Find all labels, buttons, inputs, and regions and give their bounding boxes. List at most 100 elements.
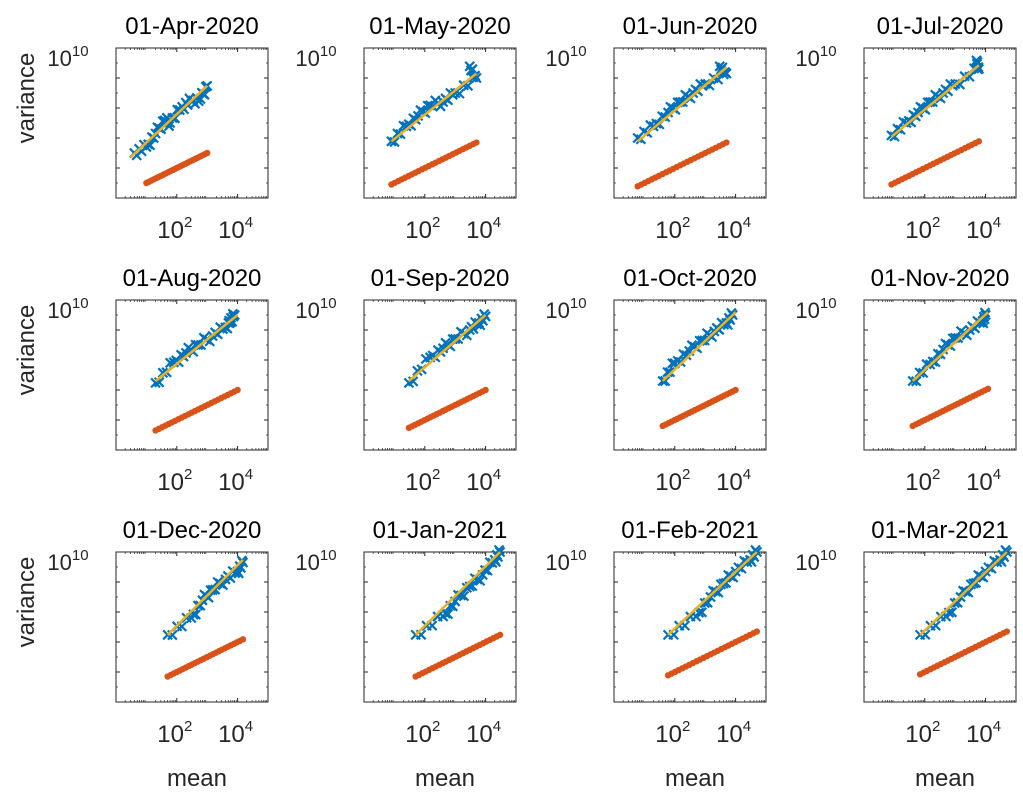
tick-exponent: 2 xyxy=(932,466,940,483)
tick-base: 10 xyxy=(545,46,569,71)
tick-base: 10 xyxy=(905,469,932,496)
observed-point xyxy=(432,611,443,622)
observed-point xyxy=(389,136,400,148)
y-axis-label: variance xyxy=(13,53,40,144)
tick-exponent: 4 xyxy=(493,214,501,231)
observed-point xyxy=(148,132,159,144)
observed-point xyxy=(979,307,991,318)
observed-point xyxy=(392,128,403,139)
axes-box xyxy=(863,551,1017,703)
observed-point xyxy=(659,375,671,387)
fit-line xyxy=(166,558,244,636)
axes-box xyxy=(613,551,767,703)
x-tick-label: 102 xyxy=(405,466,440,496)
tick-base: 10 xyxy=(295,46,319,71)
x-tick-label: 104 xyxy=(218,718,253,748)
tick-base: 10 xyxy=(905,217,932,244)
fit-line xyxy=(890,64,980,138)
observed-point xyxy=(914,367,925,378)
x-tick-label: 102 xyxy=(655,466,690,496)
tick-exponent: 2 xyxy=(682,466,690,483)
observed-point xyxy=(910,376,922,387)
x-tick-label: 102 xyxy=(405,214,440,244)
y-tick-label: 1010 xyxy=(545,547,586,575)
tick-base: 10 xyxy=(157,721,184,748)
tick-exponent: 2 xyxy=(932,214,940,231)
panel-title: 01-Dec-2020 xyxy=(123,517,262,544)
observed-point xyxy=(664,366,676,378)
tick-base: 10 xyxy=(905,721,932,748)
tick-exponent: 10 xyxy=(570,547,587,564)
observed-point xyxy=(685,611,696,622)
tick-base: 10 xyxy=(795,46,819,71)
tick-exponent: 4 xyxy=(993,718,1001,735)
fit-line xyxy=(911,311,989,382)
observed-point xyxy=(952,597,963,608)
poisson-point xyxy=(984,385,992,393)
observed-point xyxy=(954,79,966,90)
poisson-point xyxy=(732,386,739,394)
tick-exponent: 10 xyxy=(570,43,587,60)
tick-exponent: 2 xyxy=(932,718,940,735)
tick-exponent: 2 xyxy=(432,718,440,735)
y-tick-label: 1010 xyxy=(47,295,88,323)
tick-base: 10 xyxy=(157,217,184,244)
tick-exponent: 2 xyxy=(682,718,690,735)
observed-point xyxy=(465,65,477,76)
y-tick-label: 1010 xyxy=(795,295,836,323)
tick-base: 10 xyxy=(47,550,71,575)
fit-line xyxy=(414,551,501,636)
observed-point xyxy=(977,572,989,583)
tick-base: 10 xyxy=(466,217,493,244)
tick-base: 10 xyxy=(466,721,493,748)
x-axis-label: mean xyxy=(665,765,725,792)
tick-exponent: 4 xyxy=(993,466,1001,483)
tick-base: 10 xyxy=(466,469,493,496)
tick-exponent: 2 xyxy=(432,466,440,483)
observed-point xyxy=(699,597,711,609)
fit-line xyxy=(919,551,1008,636)
fit-line xyxy=(390,72,478,143)
y-tick-label: 1010 xyxy=(295,547,336,575)
axes-box xyxy=(863,47,1017,199)
tick-exponent: 4 xyxy=(493,718,501,735)
observed-point xyxy=(961,329,973,341)
tick-base: 10 xyxy=(157,469,184,496)
fit-line xyxy=(154,314,239,382)
observed-point xyxy=(474,575,486,587)
x-tick-label: 102 xyxy=(157,466,192,496)
axes-box xyxy=(363,551,517,703)
tick-exponent: 10 xyxy=(820,547,837,564)
observed-point xyxy=(963,587,974,598)
x-tick-label: 104 xyxy=(218,466,253,496)
y-tick-label: 1010 xyxy=(795,43,836,71)
y-tick-label: 1010 xyxy=(795,547,836,575)
tick-exponent: 4 xyxy=(743,718,751,735)
tick-base: 10 xyxy=(405,469,432,496)
fit-line xyxy=(667,551,758,636)
tick-exponent: 4 xyxy=(743,466,751,483)
tick-base: 10 xyxy=(218,217,245,244)
x-tick-label: 104 xyxy=(716,466,751,496)
tick-base: 10 xyxy=(795,550,819,575)
tick-base: 10 xyxy=(405,721,432,748)
x-axis-label: mean xyxy=(415,765,475,792)
x-tick-label: 102 xyxy=(157,718,192,748)
x-tick-label: 104 xyxy=(716,214,751,244)
fit-line xyxy=(636,66,728,143)
observed-point xyxy=(715,64,727,75)
poisson-point xyxy=(1003,628,1011,635)
x-tick-label: 104 xyxy=(466,718,501,748)
x-tick-label: 102 xyxy=(405,718,440,748)
tick-exponent: 2 xyxy=(682,214,690,231)
panel-title: 01-Jan-2021 xyxy=(373,517,508,544)
x-axis-label: mean xyxy=(915,765,975,792)
y-tick-label: 1010 xyxy=(545,43,586,71)
tick-exponent: 4 xyxy=(245,466,253,483)
